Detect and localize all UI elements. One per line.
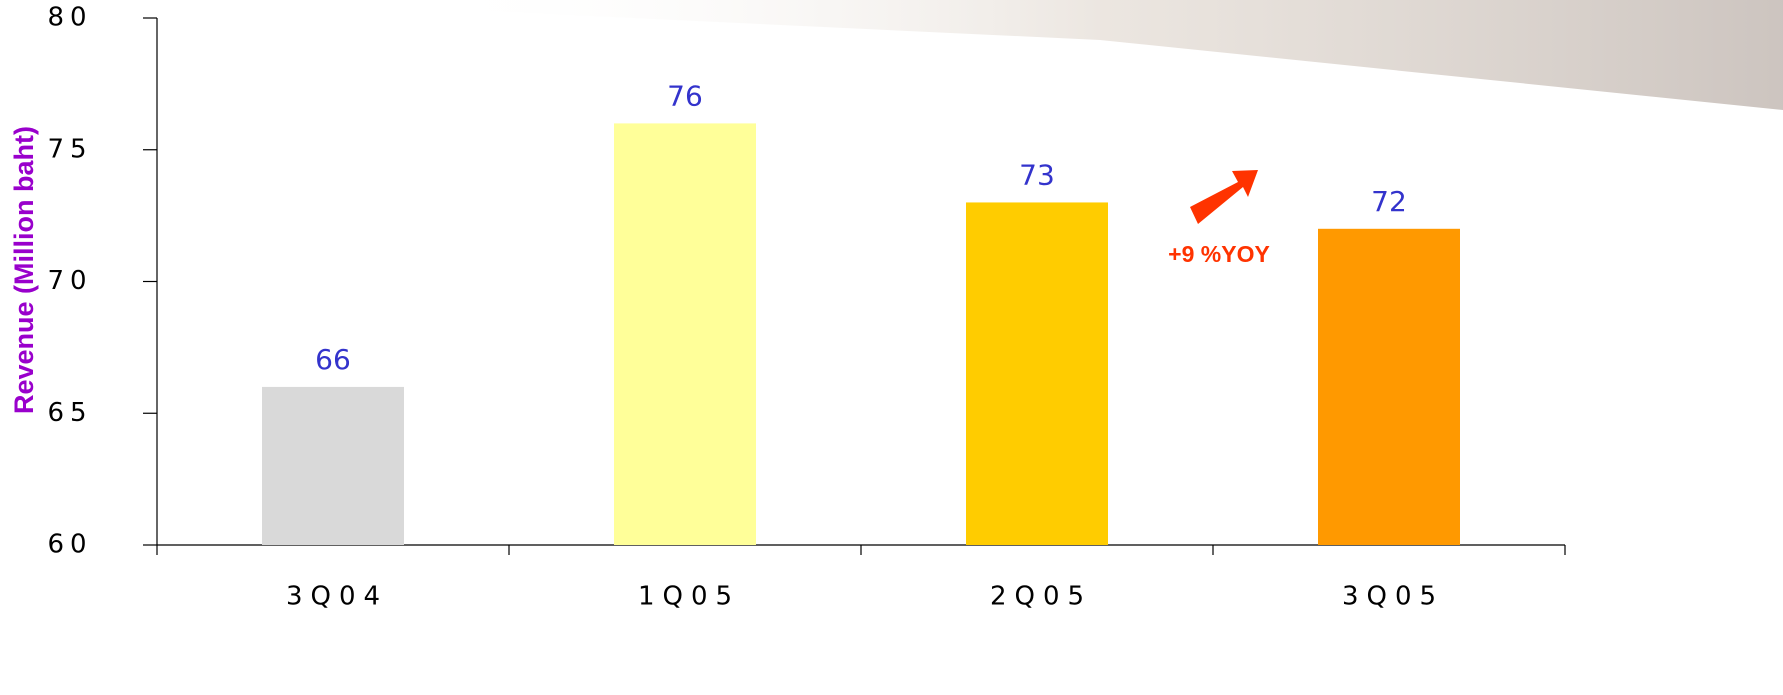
background-image [420,0,1783,110]
arrow [1190,170,1258,224]
y-tick-label: 75 [47,134,92,164]
value-label: 72 [1371,185,1407,218]
bar [966,202,1108,545]
y-tick-label: 80 [47,3,92,33]
y-tick-label: 65 [47,398,92,428]
value-label: 73 [1019,158,1055,191]
bar [1318,228,1460,546]
annotation: +9 %YOY [1168,241,1270,267]
y-tick-label: 60 [47,530,92,560]
bar [262,386,404,545]
y-tick-label: 70 [47,266,92,296]
x-tick-label: 2Q05 [990,582,1092,612]
value-label: 66 [315,343,351,376]
y-axis-label: Revenue (Million baht) [9,126,39,414]
bar [614,123,756,546]
x-tick-label: 3Q05 [1342,582,1444,612]
x-tick-label: 3Q04 [286,582,388,612]
value-label: 76 [667,79,703,112]
x-tick-label: 1Q05 [638,582,740,612]
